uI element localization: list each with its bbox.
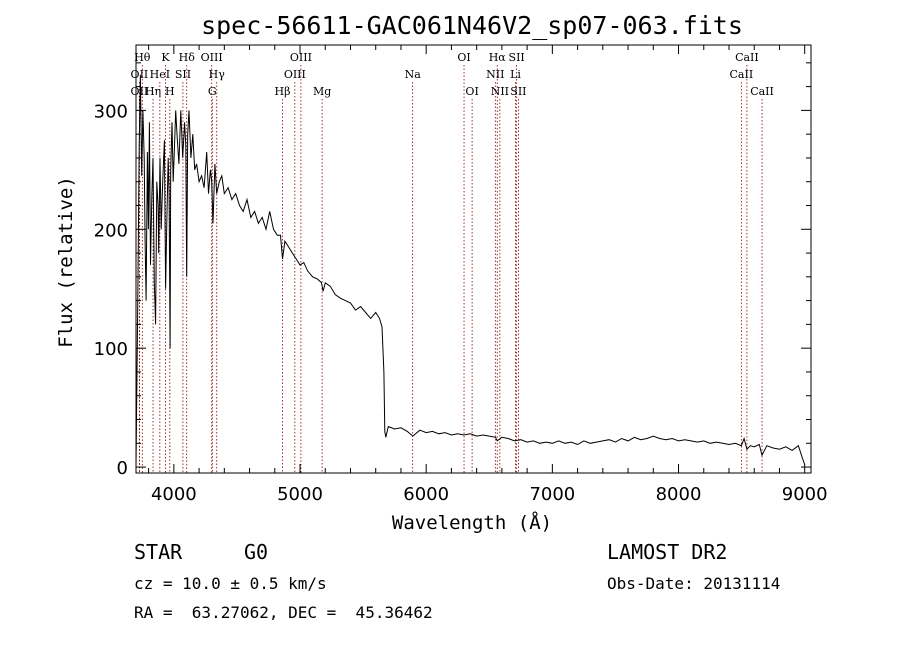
line-label: Hδ [179, 51, 196, 64]
plot-frame [135, 44, 812, 474]
line-label: OIII [201, 51, 223, 64]
y-tick-label: 300 [94, 101, 128, 122]
line-label: Hθ [134, 51, 151, 64]
x-tick-label: 4000 [151, 484, 197, 505]
spectrum-line [135, 74, 806, 468]
line-label: K [161, 51, 170, 64]
x-tick-label: 6000 [403, 484, 449, 505]
x-tick-label: 5000 [277, 484, 323, 505]
line-label: CaII [730, 68, 754, 81]
axes: 4000 5000 6000 7000 8000 9000 0 100 200 300 [94, 45, 828, 505]
x-tick-label: 7000 [529, 484, 575, 505]
line-label: Hγ [209, 68, 226, 81]
line-label: G [208, 85, 217, 98]
line-label: OII [131, 85, 149, 98]
spectral-line-markers [139, 65, 763, 473]
line-label: CaII [735, 51, 759, 64]
line-label: OI [457, 51, 470, 64]
x-tick-label: 9000 [782, 484, 828, 505]
observation-date: Obs-Date: 20131114 [607, 574, 781, 593]
line-label: NII [491, 85, 509, 98]
line-label: NII [486, 68, 504, 81]
object-class: STAR [134, 540, 183, 564]
line-label: Hη [145, 85, 161, 98]
line-label: SII [175, 68, 191, 81]
line-label: Hα [489, 51, 507, 64]
line-label: Mg [313, 85, 331, 98]
coordinates-text: RA = 63.27062, DEC = 45.36462 [134, 603, 433, 622]
line-label: Li [510, 68, 521, 81]
line-label: Na [405, 68, 422, 81]
chart-title: spec-56611-GAC061N46V2_sp07-063.fits [201, 11, 743, 40]
y-tick-label: 200 [94, 220, 128, 241]
object-subclass: G0 [244, 540, 269, 564]
line-label: Hβ [275, 85, 291, 98]
line-label: CaII [750, 85, 774, 98]
survey-name: LAMOST DR2 [607, 540, 728, 564]
y-tick-label: 100 [94, 339, 128, 360]
y-tick-label: 0 [117, 458, 128, 479]
redshift-text: cz = 10.0 ± 0.5 km/s [134, 574, 327, 593]
line-label: HeI [150, 68, 170, 81]
line-label: H [165, 85, 175, 98]
x-axis-label: Wavelength (Å) [392, 511, 552, 534]
line-label: SII [509, 51, 525, 64]
line-label: SII [510, 85, 526, 98]
line-label: OII [131, 68, 149, 81]
x-tick-label: 8000 [656, 484, 702, 505]
line-label: OIII [290, 51, 312, 64]
line-label: OI [465, 85, 478, 98]
y-axis-label: Flux (relative) [55, 176, 77, 348]
line-label: OIII [284, 68, 306, 81]
